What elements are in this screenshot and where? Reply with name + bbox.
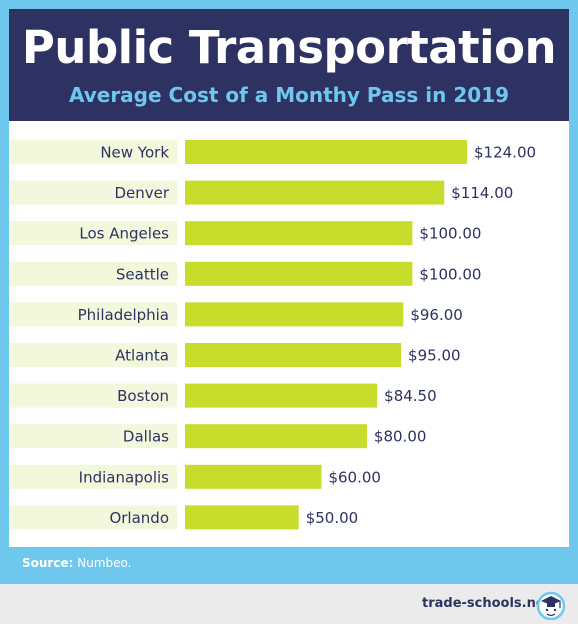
category-label: Atlanta	[115, 347, 169, 365]
label-band	[9, 221, 177, 246]
bar	[185, 424, 367, 449]
bar	[185, 221, 413, 246]
label-band	[9, 505, 177, 530]
infographic-frame: Public Transportation Average Cost of a …	[0, 0, 578, 584]
category-label: Denver	[114, 184, 169, 202]
category-label: Orlando	[109, 509, 169, 527]
category-label: New York	[100, 144, 169, 162]
brand-text: trade-schools.net	[422, 596, 551, 611]
chart-subtitle: Average Cost of a Monthy Pass in 2019	[68, 83, 510, 107]
chart-title: Public Transportation	[21, 21, 557, 74]
label-band	[9, 424, 177, 449]
value-label: $100.00	[419, 225, 481, 243]
value-label: $96.00	[410, 306, 463, 324]
category-label: Philadelphia	[78, 306, 169, 324]
label-band	[9, 383, 177, 408]
category-label: Boston	[117, 387, 169, 405]
category-label: Seattle	[116, 265, 169, 283]
bar-chart: New York $124.00 Denver $114.00 Los Angeles $…	[9, 121, 569, 547]
source-value: Numbeo.	[77, 556, 132, 570]
bar-chart-svg: New York $124.00 Denver $114.00 Los Angeles $…	[9, 140, 536, 530]
category-label: Dallas	[123, 428, 169, 446]
value-label: $124.00	[474, 144, 536, 162]
bar	[185, 180, 445, 205]
value-label: $84.50	[384, 387, 437, 405]
value-label: $114.00	[451, 184, 513, 202]
bar	[185, 261, 413, 286]
label-band	[9, 140, 177, 164]
value-label: $60.00	[328, 468, 381, 486]
category-label: Los Angeles	[79, 225, 169, 243]
value-label: $95.00	[408, 347, 461, 365]
bar	[185, 464, 322, 489]
bar	[185, 383, 378, 408]
graduation-cap-face-icon	[536, 590, 566, 621]
bar	[185, 302, 404, 327]
label-band	[9, 180, 177, 205]
source-note: Source: Numbeo.	[22, 556, 131, 570]
label-band	[9, 343, 177, 367]
label-band	[9, 302, 177, 327]
header: Public Transportation Average Cost of a …	[9, 9, 569, 121]
bar	[185, 505, 299, 530]
bar	[185, 343, 402, 367]
value-label: $50.00	[306, 509, 359, 527]
value-label: $100.00	[419, 265, 481, 283]
bar	[185, 140, 467, 164]
category-label: Indianapolis	[79, 468, 170, 486]
label-band	[9, 261, 177, 286]
label-band	[9, 464, 177, 489]
source-label: Source:	[22, 556, 74, 570]
value-label: $80.00	[374, 428, 427, 446]
